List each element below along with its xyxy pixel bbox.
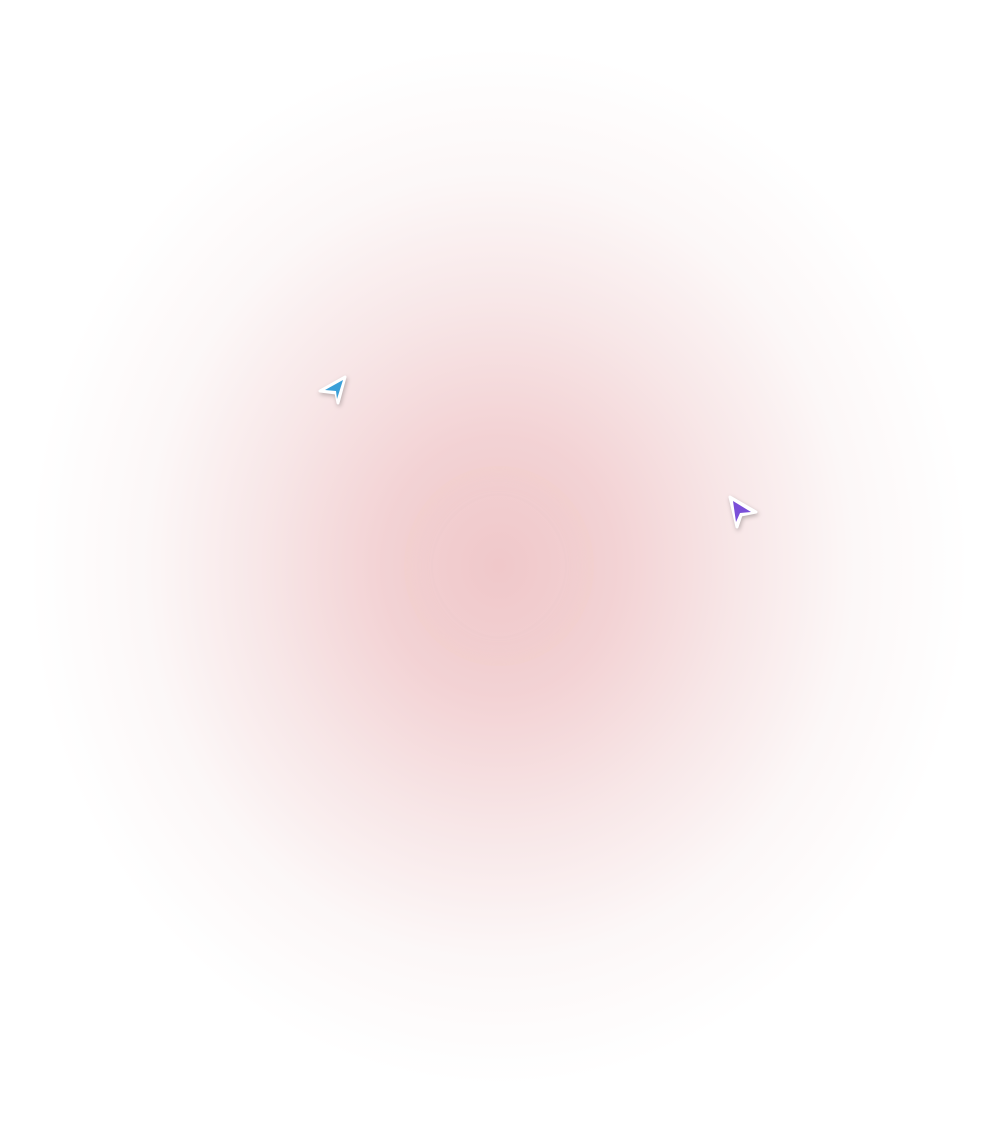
purple-cursor-icon (728, 495, 758, 529)
purple-cursor-fill (733, 501, 751, 522)
blue-cursor-icon (318, 375, 347, 405)
glow-center-ring (404, 466, 594, 666)
blue-cursor-fill (325, 380, 343, 399)
